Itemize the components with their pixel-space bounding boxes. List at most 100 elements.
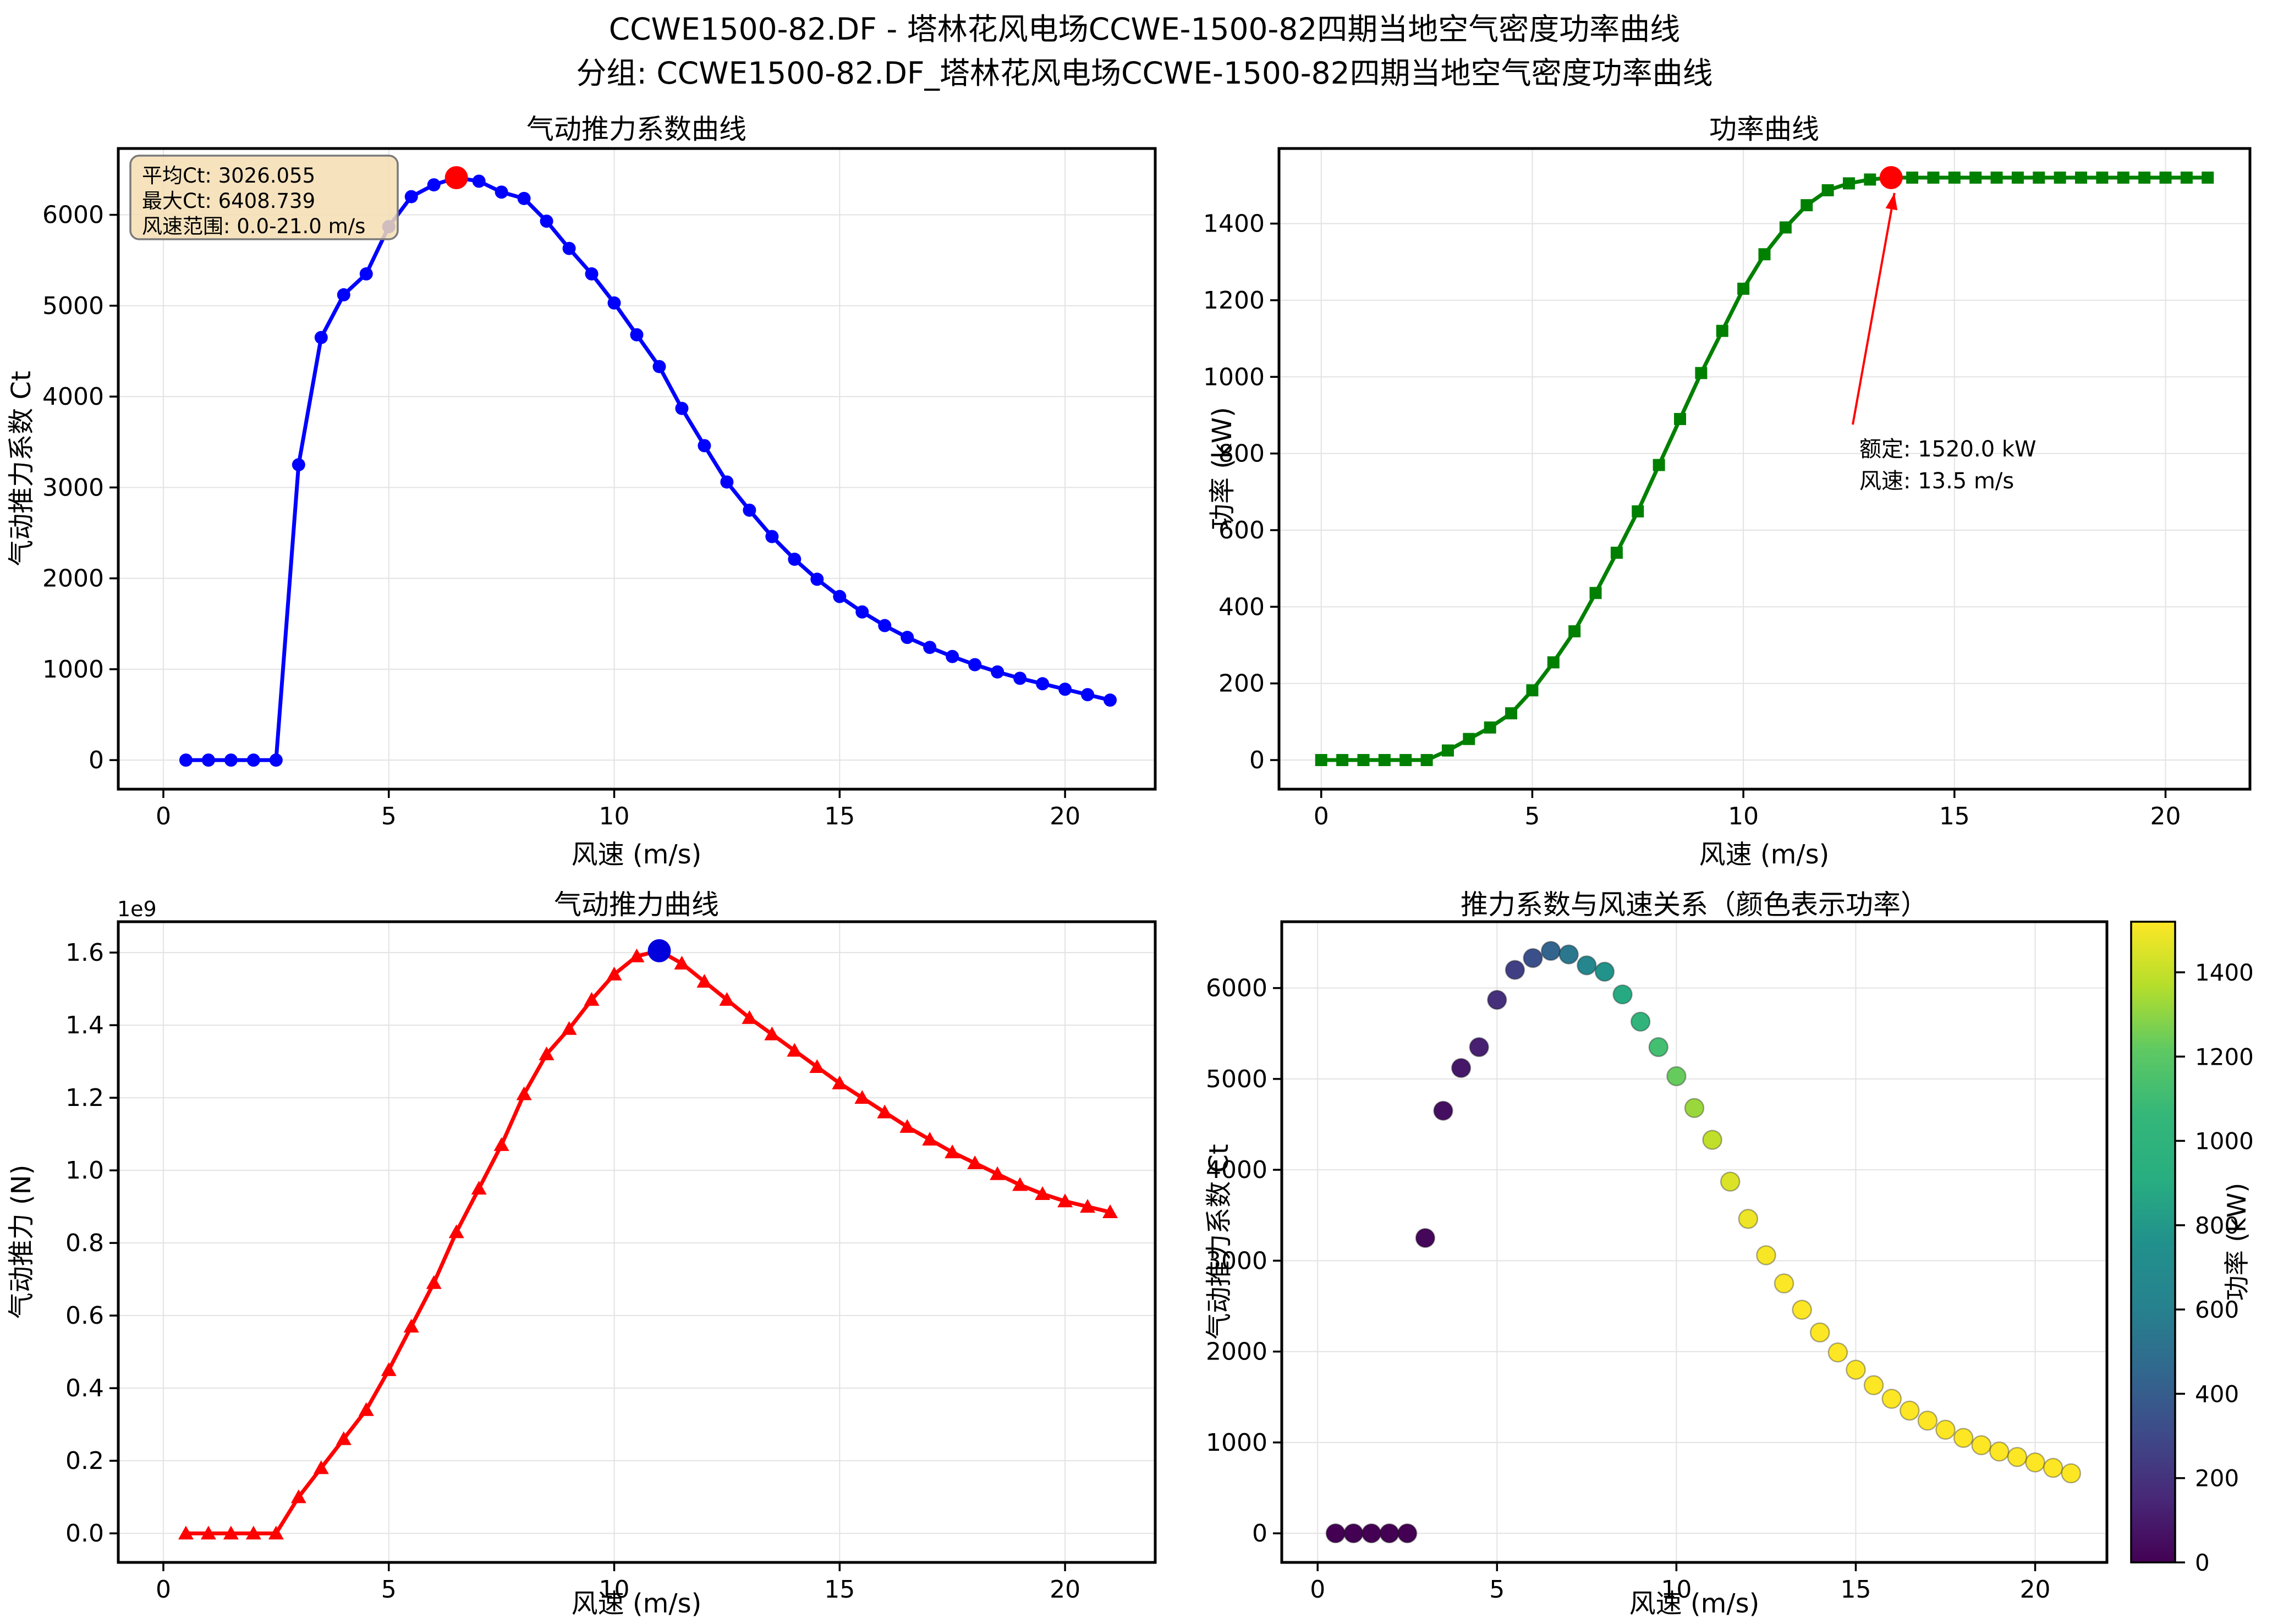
thrust-ylabel: 气动推力 (N) bbox=[6, 1165, 37, 1319]
power-ytick-label: 0 bbox=[1249, 746, 1265, 774]
figure-suptitle-line2: 分组: CCWE1500-82.DF_塔林花风电场CCWE-1500-82四期当… bbox=[576, 55, 1713, 91]
colorbar-tick-label: 1200 bbox=[2195, 1043, 2254, 1070]
scatter-title: 推力系数与风速关系（颜色表示功率） bbox=[1461, 891, 1928, 921]
scatter-ytick-label: 1000 bbox=[1206, 1429, 1267, 1457]
panel-thrust-curve: 0 5 10 15 20 0.0 0.2 0.4 0.6 0.8 1.0 1.2 1.4 1.6 气动推力曲… bbox=[0, 889, 1199, 1624]
colorbar-tick-label: 1400 bbox=[2195, 959, 2254, 986]
ct-xtick-label: 5 bbox=[381, 802, 397, 830]
thrust-peak-marker bbox=[647, 939, 671, 962]
thrust-ytick-label: 0.6 bbox=[65, 1302, 104, 1330]
scatter-xtick-label: 5 bbox=[1489, 1576, 1505, 1604]
colorbar-label: 功率 (kW) bbox=[2222, 1183, 2252, 1301]
ct-line bbox=[185, 175, 1111, 762]
colorbar-tick-label: 800 bbox=[2195, 1212, 2239, 1239]
ct-xtick-label: 10 bbox=[599, 802, 630, 830]
power-xtick-label: 0 bbox=[1314, 802, 1329, 830]
power-line bbox=[1321, 175, 2208, 762]
scatter-ytick-label: 0 bbox=[1252, 1520, 1267, 1548]
ct-xtick-label: 20 bbox=[1050, 802, 1080, 830]
scatter-xtick-label: 15 bbox=[1840, 1576, 1871, 1604]
power-xtick-label: 20 bbox=[2150, 802, 2181, 830]
scatter-ticks: 0 5 10 15 20 0 1000 2000 3000 4000 5000 6000 bbox=[1206, 975, 2051, 1604]
thrust-xtick-label: 0 bbox=[156, 1576, 171, 1604]
ct-markers bbox=[179, 171, 1117, 767]
scatter-chart-svg: 0 5 10 15 200100020003000400050006000推力系数与风速… bbox=[1204, 889, 2254, 1619]
thrust-ytick-label: 1.0 bbox=[65, 1157, 104, 1185]
panel-ct-wind-scatter: 0 5 10 15 20 0 1000 2000 3000 4000 5000 6000 推力系数与风速… bbox=[1199, 889, 2289, 1624]
ct-peak-marker bbox=[444, 166, 468, 190]
thrust-xlabel: 风速 (m/s) bbox=[572, 1588, 702, 1619]
power-grid bbox=[1279, 148, 2250, 789]
power-peak-marker bbox=[1879, 166, 1903, 189]
power-ylabel: 功率 (kW) bbox=[1207, 407, 1238, 530]
power-xtick-label: 15 bbox=[1939, 802, 1970, 830]
scatter-ytick-label: 5000 bbox=[1206, 1065, 1267, 1093]
thrust-line bbox=[185, 949, 1111, 1535]
scatter-ytick-label: 3000 bbox=[1206, 1247, 1267, 1275]
scatter-ylabel: 气动推力系数 Ct bbox=[1204, 1144, 1234, 1340]
power-title: 功率曲线 bbox=[1709, 113, 1819, 145]
ct-xtick-label: 0 bbox=[156, 802, 171, 830]
power-xtick-label: 10 bbox=[1728, 802, 1759, 830]
ct-ytick-label: 3000 bbox=[42, 474, 104, 502]
ct-stats-box bbox=[129, 155, 399, 240]
ct-ytick-label: 1000 bbox=[42, 656, 104, 684]
scatter-xlabel: 风速 (m/s) bbox=[1629, 1588, 1760, 1619]
colorbar-tick-label: 200 bbox=[2195, 1465, 2239, 1492]
thrust-ytick-label: 1.6 bbox=[65, 939, 104, 967]
scatter-grid bbox=[1282, 922, 2107, 1562]
scatter-xtick-label: 10 bbox=[1661, 1576, 1692, 1604]
ct-xlabel: 风速 (m/s) bbox=[572, 839, 702, 870]
colorbar-tick-label: 400 bbox=[2195, 1380, 2239, 1407]
thrust-offset-label: 1e9 bbox=[117, 897, 157, 921]
thrust-xtick-label: 20 bbox=[1050, 1576, 1080, 1604]
scatter-ytick-label: 2000 bbox=[1206, 1338, 1267, 1366]
colorbar-tick-label: 0 bbox=[2195, 1549, 2210, 1576]
scatter-axes-frame bbox=[1280, 920, 2109, 1564]
scatter-ytick-label: 6000 bbox=[1206, 975, 1267, 1003]
power-ytick-label: 200 bbox=[1218, 670, 1265, 698]
ct-ytick-label: 2000 bbox=[42, 565, 104, 593]
figure-suptitle: CCWE1500-82.DF - 塔林花风电场CCWE-1500-82四期当地空… bbox=[0, 8, 2289, 96]
power-colorbar bbox=[2130, 921, 2176, 1564]
power-ytick-label: 1400 bbox=[1203, 210, 1265, 238]
thrust-chart-svg: 0 5 10 15 20 0.0 0.2 0.4 0.6 0.8 1.0 1.2 1.4 1.6 气动推力曲… bbox=[6, 889, 1157, 1619]
ct-ytick-label: 6000 bbox=[42, 201, 104, 229]
scatter-points bbox=[1325, 940, 2082, 1544]
power-axes-frame bbox=[1277, 147, 2252, 791]
scatter-xtick-label: 20 bbox=[2020, 1576, 2051, 1604]
ct-ticks: 0 5 10 15 20 0 1000 2000 3000 4000 5000 6000 bbox=[42, 201, 1080, 830]
thrust-ytick-label: 0.4 bbox=[65, 1374, 104, 1402]
power-xlabel: 风速 (m/s) bbox=[1699, 839, 1830, 870]
thrust-ytick-label: 0.8 bbox=[65, 1229, 104, 1257]
power-xtick-label: 5 bbox=[1524, 802, 1540, 830]
thrust-ytick-label: 0.2 bbox=[65, 1447, 104, 1475]
thrust-ytick-label: 1.2 bbox=[65, 1084, 104, 1112]
panel-thrust-coefficient-curve: 平均Ct: 3026.055 最大Ct: 6408.739 风速范围: 0.0-21… bbox=[0, 99, 1199, 891]
thrust-ticks: 0 5 10 15 20 0.0 0.2 0.4 0.6 0.8 1.0 1.2 1.4 1.6 bbox=[65, 939, 1080, 1604]
ct-ylabel: 气动推力系数 Ct bbox=[6, 371, 37, 566]
ct-grid bbox=[118, 148, 1155, 789]
power-ytick-label: 600 bbox=[1218, 516, 1265, 544]
colorbar-tick-label: 600 bbox=[2195, 1296, 2239, 1323]
thrust-xtick-label: 15 bbox=[824, 1576, 855, 1604]
power-rated-note-line-2: 风速: 13.5 m/s bbox=[1859, 469, 2014, 494]
thrust-grid bbox=[118, 922, 1155, 1562]
ct-title: 气动推力系数曲线 bbox=[526, 113, 746, 145]
ct-stats-line-3: 风速范围: 0.0-21.0 m/s bbox=[142, 214, 365, 238]
thrust-title: 气动推力曲线 bbox=[554, 891, 719, 921]
ct-ytick-label: 4000 bbox=[42, 383, 104, 411]
power-markers bbox=[1315, 171, 2214, 767]
power-ytick-label: 800 bbox=[1218, 440, 1265, 468]
thrust-markers bbox=[178, 943, 1118, 1540]
ct-ytick-label: 5000 bbox=[42, 292, 104, 320]
thrust-xtick-label: 10 bbox=[599, 1576, 630, 1604]
figure-suptitle-line1: CCWE1500-82.DF - 塔林花风电场CCWE-1500-82四期当地空… bbox=[608, 12, 1681, 47]
power-ytick-label: 400 bbox=[1218, 593, 1265, 621]
scatter-ytick-label: 4000 bbox=[1206, 1156, 1267, 1184]
ct-stats-line-1: 平均Ct: 3026.055 bbox=[142, 164, 315, 188]
